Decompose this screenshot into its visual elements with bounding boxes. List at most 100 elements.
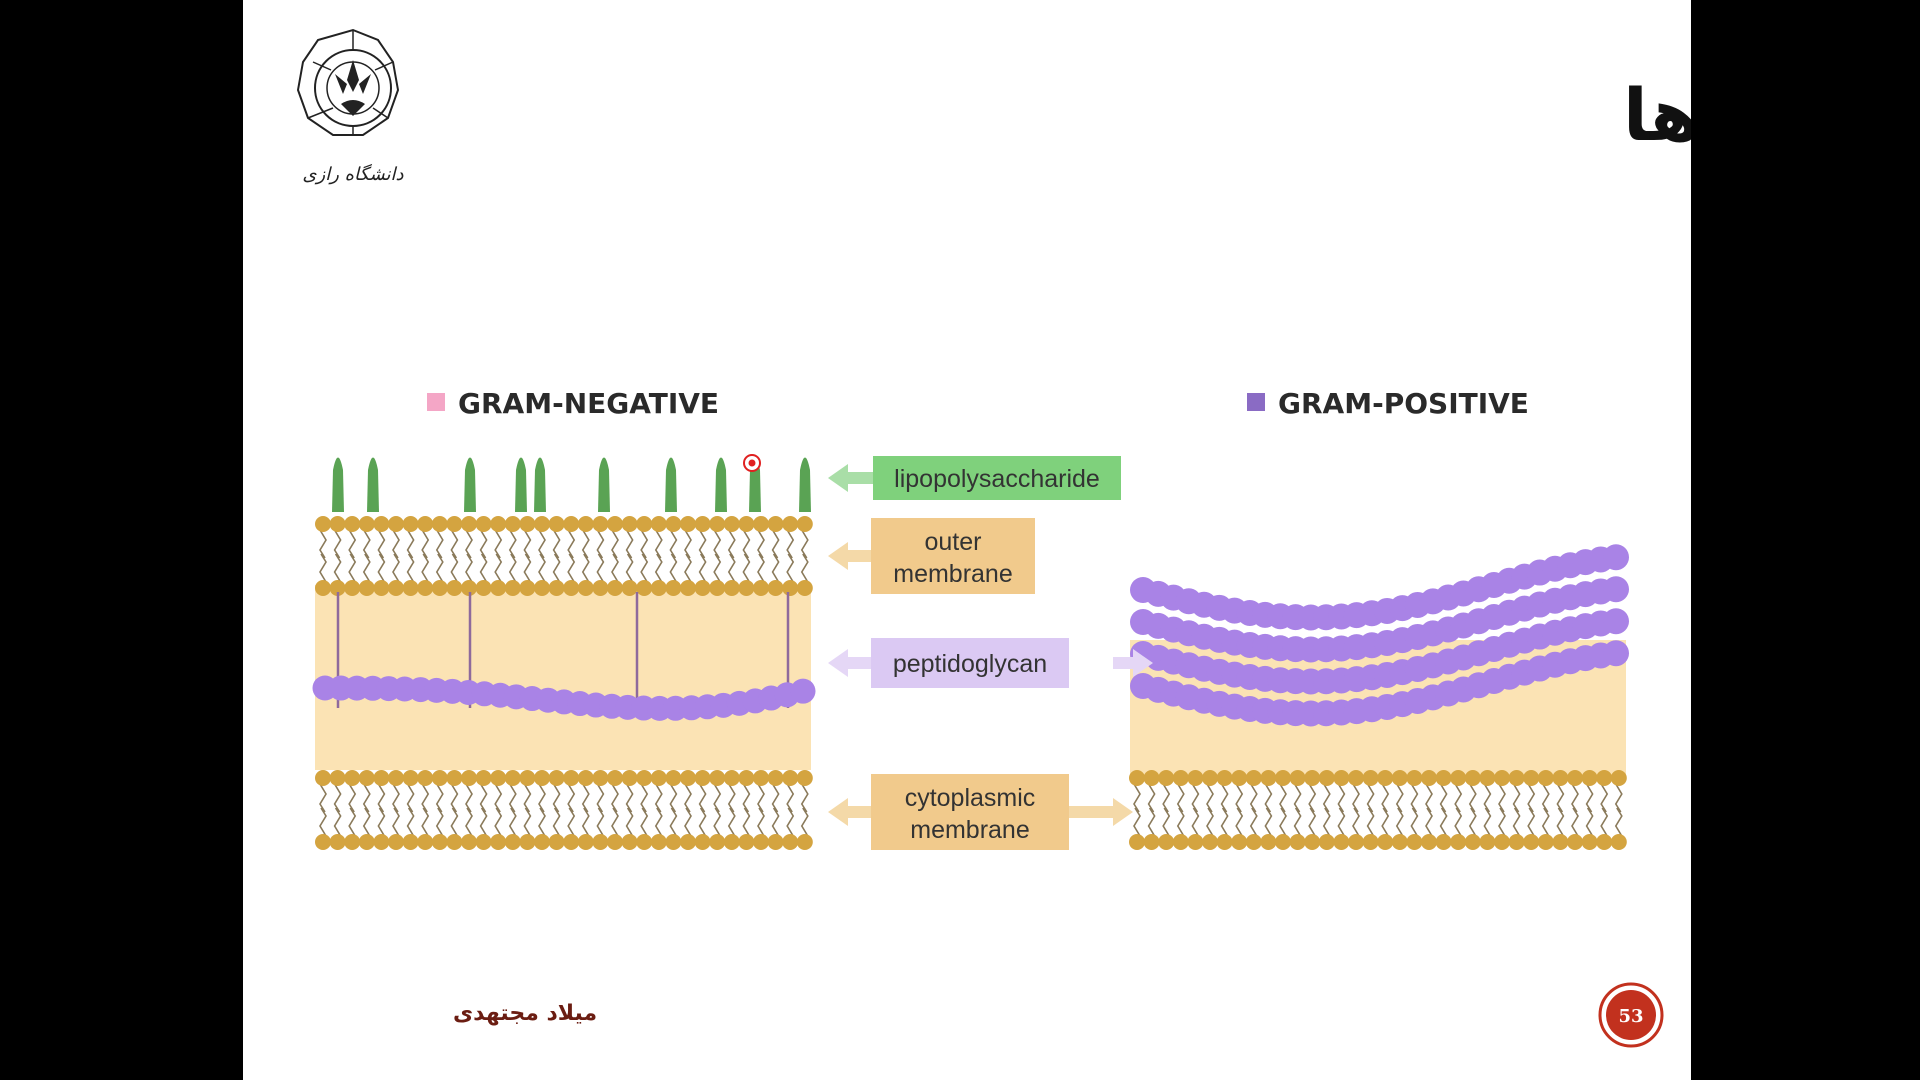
outer-lipid-head bbox=[650, 580, 667, 596]
gp-cyto-lipid-tail bbox=[1293, 807, 1302, 837]
outer-lipid-head bbox=[431, 580, 448, 596]
outer-lipid-head bbox=[563, 516, 580, 532]
cyto-lipid-head bbox=[782, 834, 799, 850]
cyto-lipid-tail bbox=[362, 807, 371, 837]
outer-lipid-tail bbox=[698, 553, 707, 583]
outer-lipid-head bbox=[344, 516, 361, 532]
outer-lipid-head bbox=[680, 516, 696, 532]
cyto-lipid-head bbox=[534, 770, 550, 786]
gp-cyto-lipid-tail bbox=[1483, 807, 1492, 837]
gp-cyto-lipid-tail bbox=[1322, 807, 1331, 837]
cyto-lipid-head bbox=[358, 834, 375, 850]
gp-cyto-lipid-head bbox=[1216, 770, 1233, 786]
arrow-peptidoglycan-left bbox=[828, 649, 873, 677]
gp-cyto-lipid-tail bbox=[1279, 783, 1287, 813]
cyto-lipid-head bbox=[563, 770, 580, 786]
cyto-lipid-head bbox=[315, 770, 331, 786]
outer-lipid-tail bbox=[435, 529, 444, 559]
gp-cyto-lipid-head bbox=[1581, 834, 1598, 850]
gp-cyto-lipid-tail bbox=[1410, 807, 1419, 837]
logo-text: دانشگاه رازی bbox=[302, 163, 404, 185]
gp-cyto-lipid-tail bbox=[1206, 783, 1214, 813]
outer-lipid-head bbox=[490, 580, 507, 596]
cyto-lipid-head bbox=[548, 834, 565, 850]
outer-lipid-tail bbox=[450, 553, 459, 583]
cyto-lipid-tail bbox=[348, 807, 357, 837]
outer-lipid-tail bbox=[713, 529, 722, 559]
gp-cyto-lipid-tail bbox=[1293, 783, 1302, 813]
peptidoglycan-bead bbox=[790, 678, 816, 704]
gp-cyto-lipid-head bbox=[1508, 770, 1525, 786]
gp-cyto-lipid-tail bbox=[1614, 783, 1623, 813]
gp-cyto-lipid-head bbox=[1143, 834, 1160, 850]
outer-lipid-tail bbox=[654, 553, 663, 583]
gp-cyto-lipid-head bbox=[1231, 770, 1248, 786]
gp-cyto-lipid-tail bbox=[1439, 783, 1448, 813]
outer-lipid-head bbox=[534, 516, 550, 532]
outer-lipid-head bbox=[636, 580, 653, 596]
cyto-lipid-head bbox=[431, 834, 448, 850]
lps-chain bbox=[464, 457, 476, 512]
outer-lipid-tail bbox=[742, 529, 751, 559]
lps-chain bbox=[367, 457, 379, 512]
outer-lipid-head bbox=[738, 580, 755, 596]
outer-lipid-tail bbox=[333, 529, 342, 559]
lps-chain bbox=[799, 457, 811, 512]
outer-lipid-head bbox=[417, 580, 434, 596]
outer-lipid-tail bbox=[406, 529, 415, 559]
outer-lipid-head bbox=[650, 516, 667, 532]
cyto-lipid-head bbox=[461, 834, 477, 850]
page-number-badge: 53 bbox=[1598, 982, 1664, 1048]
outer-lipid-head bbox=[329, 516, 346, 532]
gp-cyto-lipid-head bbox=[1187, 770, 1204, 786]
gp-cyto-lipid-tail bbox=[1498, 783, 1506, 813]
gp-cyto-lipid-head bbox=[1391, 770, 1408, 786]
cyto-lipid-head bbox=[490, 770, 507, 786]
outer-lipid-tail bbox=[494, 529, 503, 559]
cyto-lipid-head bbox=[782, 770, 799, 786]
gp-cyto-lipid-tail bbox=[1527, 783, 1536, 813]
outer-lipid-head bbox=[723, 516, 740, 532]
arrow-cytoplasmic-right bbox=[1069, 798, 1133, 826]
outer-lipid-head bbox=[607, 580, 623, 596]
cyto-lipid-head bbox=[315, 834, 331, 850]
outer-lipid-tail bbox=[800, 553, 809, 583]
outer-lipid-head bbox=[504, 516, 521, 532]
outer-lipid-tail bbox=[450, 529, 459, 559]
cyto-lipid-tail bbox=[567, 783, 576, 813]
gram-positive-cytoplasmic-membrane bbox=[1129, 770, 1627, 850]
gp-cyto-lipid-head bbox=[1479, 770, 1496, 786]
outer-lipid-tail bbox=[567, 553, 576, 583]
gp-cyto-lipid-tail bbox=[1585, 807, 1594, 837]
cyto-lipid-head bbox=[665, 834, 682, 850]
gp-cyto-lipid-tail bbox=[1425, 807, 1433, 837]
gp-cyto-lipid-tail bbox=[1191, 807, 1200, 837]
periplasm bbox=[315, 585, 811, 770]
cyto-lipid-head bbox=[636, 770, 653, 786]
cyto-lipid-head bbox=[607, 834, 623, 850]
cyto-lipid-head bbox=[650, 770, 667, 786]
cyto-lipid-head bbox=[753, 770, 769, 786]
cyto-lipid-tail bbox=[450, 807, 459, 837]
outer-lipid-head bbox=[358, 580, 375, 596]
cyto-lipid-head bbox=[680, 834, 696, 850]
cyto-lipid-tail bbox=[538, 783, 546, 813]
university-logo: دانشگاه رازی bbox=[296, 28, 405, 185]
cyto-lipid-tail bbox=[713, 807, 722, 837]
outer-lipid-tail bbox=[611, 553, 619, 583]
gp-cyto-lipid-head bbox=[1596, 834, 1613, 850]
legend-label-gram-positive: GRAM-POSITIVE bbox=[1278, 387, 1529, 420]
cyto-lipid-head bbox=[504, 770, 521, 786]
outer-lipid-head bbox=[446, 516, 463, 532]
cyto-lipid-tail bbox=[684, 783, 692, 813]
outer-lipid-tail bbox=[421, 553, 430, 583]
cyto-lipid-head bbox=[329, 770, 346, 786]
cyto-lipid-head bbox=[796, 834, 813, 850]
outer-lipid-head bbox=[490, 516, 507, 532]
arrow-cytoplasmic-left bbox=[828, 798, 873, 826]
gp-cyto-lipid-head bbox=[1435, 834, 1452, 850]
gp-cyto-lipid-head bbox=[1245, 770, 1262, 786]
cyto-lipid-tail bbox=[727, 807, 736, 837]
outer-lipid-head bbox=[563, 580, 580, 596]
legend-gram-positive: GRAM-POSITIVE bbox=[1247, 387, 1529, 420]
